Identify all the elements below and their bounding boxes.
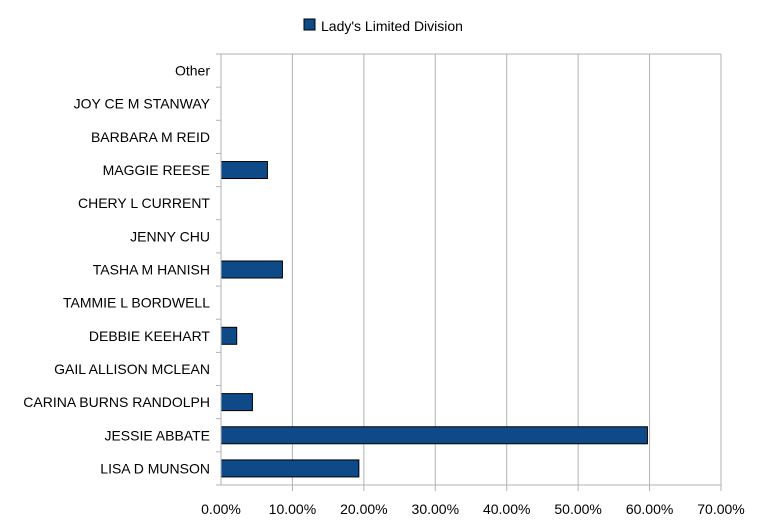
category-label: JESSIE ABBATE: [104, 427, 210, 443]
category-label: DEBBIE KEEHART: [89, 328, 211, 344]
category-label: GAIL ALLISON MCLEAN: [54, 361, 210, 377]
category-label: LISA D MUNSON: [100, 460, 210, 476]
legend-swatch: [303, 18, 316, 31]
bars: [220, 161, 648, 478]
axes: [216, 53, 721, 486]
bar: [220, 326, 238, 345]
category-label: BARBARA M REID: [91, 129, 210, 145]
bar: [220, 260, 283, 279]
category-label: CHERY L CURRENT: [78, 195, 210, 211]
x-tick-labels: 0.00% 10.00% 20.00% 30.00% 40.00% 50.00% 60.00…: [201, 501, 745, 517]
legend-label: Lady's Limited Division: [321, 18, 463, 34]
bar: [220, 393, 253, 412]
x-tick-label: 0.00%: [201, 501, 241, 517]
category-label: Other: [175, 63, 210, 79]
category-label: JOY CE M STANWAY: [74, 96, 211, 112]
category-labels: Other JOY CE M STANWAY BARBARA M REID MAGGI…: [23, 63, 210, 477]
category-label: CARINA BURNS RANDOLPH: [23, 394, 210, 410]
bar: [220, 426, 648, 445]
category-label: TAMMIE L BORDWELL: [63, 295, 210, 311]
category-label: TASHA M HANISH: [93, 262, 210, 278]
x-tick-label: 50.00%: [554, 501, 601, 517]
x-tick-label: 70.00%: [697, 501, 744, 517]
x-tick-label: 40.00%: [483, 501, 530, 517]
bar: [220, 459, 360, 478]
gridlines: [221, 53, 722, 491]
x-tick-label: 10.00%: [269, 501, 316, 517]
legend: Lady's Limited Division: [303, 18, 463, 34]
bar: [220, 161, 268, 180]
x-tick-label: 60.00%: [626, 501, 673, 517]
x-tick-label: 20.00%: [340, 501, 387, 517]
x-tick-label: 30.00%: [412, 501, 459, 517]
category-label: MAGGIE REESE: [103, 162, 210, 178]
category-label: JENNY CHU: [130, 228, 210, 244]
